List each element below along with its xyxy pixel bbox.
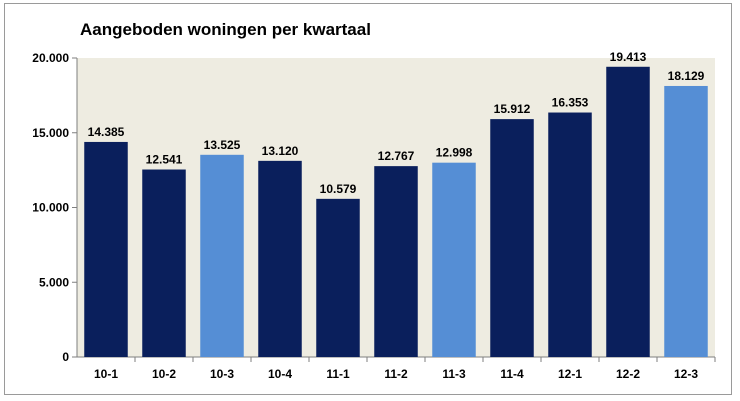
data-label: 12.767 bbox=[378, 149, 415, 163]
bar bbox=[432, 162, 476, 357]
bar bbox=[606, 66, 650, 358]
data-label: 18.129 bbox=[668, 69, 705, 83]
x-tick-label: 11-2 bbox=[384, 367, 408, 381]
x-tick-label: 10-1 bbox=[94, 367, 118, 381]
bar bbox=[142, 169, 186, 357]
data-label: 13.120 bbox=[262, 144, 299, 158]
x-tick-label: 12-1 bbox=[558, 367, 582, 381]
bar bbox=[316, 198, 360, 357]
bar bbox=[664, 85, 708, 358]
data-label: 12.998 bbox=[436, 146, 473, 160]
bar bbox=[258, 160, 302, 357]
data-label: 13.525 bbox=[204, 138, 241, 152]
bar bbox=[490, 119, 534, 357]
x-tick-label: 10-2 bbox=[152, 367, 176, 381]
y-tick-label: 5.000 bbox=[39, 275, 69, 289]
x-tick-label: 11-1 bbox=[326, 367, 350, 381]
bar bbox=[374, 166, 418, 357]
chart-title: Aangeboden woningen per kwartaal bbox=[80, 20, 371, 39]
data-label: 19.413 bbox=[610, 50, 647, 64]
x-tick-label: 12-2 bbox=[616, 367, 640, 381]
data-label: 12.541 bbox=[146, 153, 183, 167]
y-tick-label: 10.000 bbox=[32, 201, 69, 215]
y-tick-label: 0 bbox=[62, 350, 69, 364]
bar bbox=[548, 112, 592, 358]
x-tick-label: 10-4 bbox=[268, 367, 292, 381]
data-label: 16.353 bbox=[552, 96, 589, 110]
x-tick-label: 12-3 bbox=[674, 367, 698, 381]
bar bbox=[200, 154, 244, 357]
y-tick-label: 20.000 bbox=[32, 51, 69, 65]
x-tick-label: 11-4 bbox=[500, 367, 524, 381]
bar bbox=[84, 141, 128, 357]
data-label: 14.385 bbox=[88, 125, 125, 139]
x-tick-label: 11-3 bbox=[442, 367, 466, 381]
y-tick-label: 15.000 bbox=[32, 126, 69, 140]
data-label: 10.579 bbox=[320, 182, 357, 196]
data-label: 15.912 bbox=[494, 102, 531, 116]
x-tick-label: 10-3 bbox=[210, 367, 234, 381]
